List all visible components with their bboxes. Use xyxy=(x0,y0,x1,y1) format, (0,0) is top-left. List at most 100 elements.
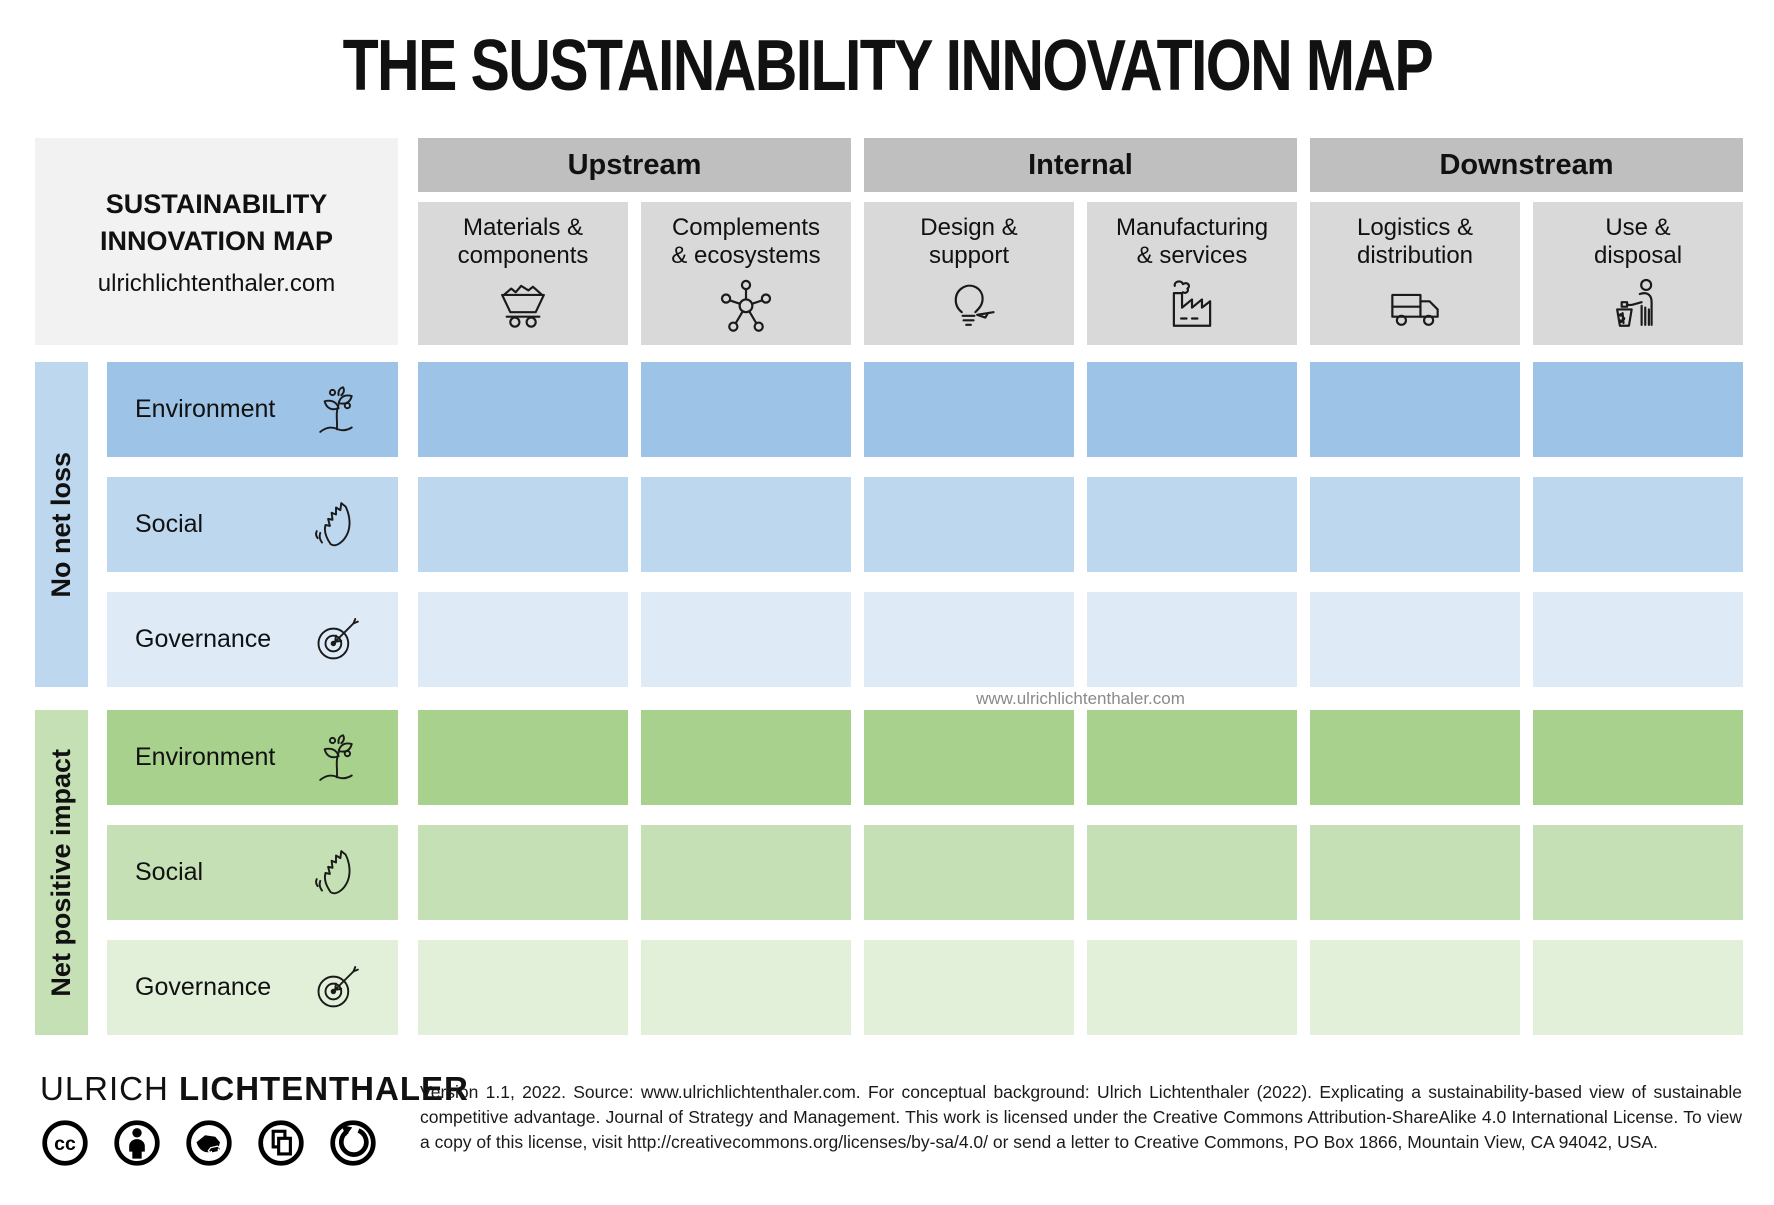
row-label-text: Environment xyxy=(135,743,276,771)
row-group-net-positive-impact: Net positive impact xyxy=(35,710,88,1035)
matrix-cell xyxy=(1310,477,1520,572)
author-brand-block: ULRICH LICHTENTHALER xyxy=(40,1070,469,1168)
row-label-text: Social xyxy=(135,858,204,886)
matrix-cell xyxy=(1310,940,1520,1035)
column-header-label: Use & disposal xyxy=(1593,214,1683,269)
group-header-label: Internal xyxy=(1028,148,1133,181)
matrix-cell xyxy=(1087,592,1297,687)
column-header-design-support: Design & support xyxy=(864,202,1074,345)
matrix-cell xyxy=(641,940,851,1035)
matrix-cell xyxy=(1310,592,1520,687)
sprout-icon xyxy=(308,382,364,438)
row-label-text: Governance xyxy=(135,973,272,1001)
row-label-text: Social xyxy=(135,510,204,538)
matrix-cell xyxy=(1533,825,1743,920)
matrix-cell xyxy=(864,825,1074,920)
matrix-cell xyxy=(864,362,1074,457)
column-header-label: Materials & components xyxy=(457,214,589,269)
row-group-no-net-loss: No net loss xyxy=(35,362,88,687)
cc-icon xyxy=(40,1118,90,1168)
matrix-cell xyxy=(641,362,851,457)
group-header-label: Upstream xyxy=(567,148,702,181)
press-icon xyxy=(184,1118,234,1168)
matrix-cell xyxy=(418,940,628,1035)
row-label-text: Governance xyxy=(135,625,272,653)
attribution-person-icon xyxy=(112,1118,162,1168)
page-title: THE SUSTAINABILITY INNOVATION MAP xyxy=(342,26,1433,106)
row-group-label: Net positive impact xyxy=(46,748,76,997)
target-arrow-icon xyxy=(308,960,364,1016)
matrix-cell xyxy=(418,825,628,920)
column-header-complements-ecosystems: Complements & ecosystems xyxy=(641,202,851,345)
matrix-cell xyxy=(641,592,851,687)
matrix-cell xyxy=(418,362,628,457)
column-header-label: Complements & ecosystems xyxy=(671,214,821,269)
factory-icon xyxy=(1163,275,1221,333)
mining-cart-icon xyxy=(494,275,552,333)
matrix-cell xyxy=(864,477,1074,572)
bulb-pencil-icon xyxy=(940,275,998,333)
row-group-label: No net loss xyxy=(46,451,76,598)
legend-line1: SUSTAINABILITY xyxy=(105,188,328,219)
column-header-logistics-distribution: Logistics & distribution xyxy=(1310,202,1520,345)
share-alike-icon xyxy=(328,1118,378,1168)
matrix-cell xyxy=(1533,710,1743,805)
matrix-cell xyxy=(1087,477,1297,572)
watermark-text: www.ulrichlichtenthaler.com xyxy=(976,688,1185,708)
group-header-upstream: Upstream xyxy=(418,138,851,192)
row-label-governance-no-net-loss: Governance xyxy=(107,592,398,687)
column-header-materials-components: Materials & components xyxy=(418,202,628,345)
matrix-cell xyxy=(1087,362,1297,457)
column-header-manufacturing-services: Manufacturing & services xyxy=(1087,202,1297,345)
matrix-cell xyxy=(1087,710,1297,805)
author-last-name: LICHTENTHALER xyxy=(179,1070,469,1107)
matrix-cell xyxy=(1087,825,1297,920)
matrix-cell xyxy=(418,710,628,805)
truck-icon xyxy=(1386,275,1444,333)
matrix-cell xyxy=(1087,940,1297,1035)
matrix-cell xyxy=(864,710,1074,805)
matrix-cell xyxy=(418,477,628,572)
row-label-social-net-positive: Social xyxy=(107,825,398,920)
column-header-label: Manufacturing & services xyxy=(1115,214,1269,269)
matrix-cell xyxy=(1533,940,1743,1035)
legend-line2: INNOVATION MAP xyxy=(100,225,333,256)
column-header-label: Logistics & distribution xyxy=(1356,214,1474,269)
person-trash-icon xyxy=(1609,275,1667,333)
row-label-environment-no-net-loss: Environment xyxy=(107,362,398,457)
row-label-social-no-net-loss: Social xyxy=(107,477,398,572)
network-icon xyxy=(717,275,775,333)
matrix-cell xyxy=(641,477,851,572)
author-first-name: ULRICH xyxy=(40,1070,169,1107)
row-label-governance-net-positive: Governance xyxy=(107,940,398,1035)
matrix-cell xyxy=(1533,592,1743,687)
matrix-cell xyxy=(1310,710,1520,805)
group-header-internal: Internal xyxy=(864,138,1297,192)
license-icons-row xyxy=(40,1118,469,1168)
license-text: Version 1.1, 2022. Source: www.ulrichlic… xyxy=(420,1082,1742,1152)
waving-hand-icon xyxy=(308,845,364,901)
matrix-cell xyxy=(1310,362,1520,457)
matrix-grid: SUSTAINABILITY INNOVATION MAP ulrichlich… xyxy=(35,138,1743,1035)
copy-icon xyxy=(256,1118,306,1168)
row-label-text: Environment xyxy=(135,395,276,423)
map-legend-box: SUSTAINABILITY INNOVATION MAP ulrichlich… xyxy=(35,138,398,345)
author-name: ULRICH LICHTENTHALER xyxy=(40,1070,469,1108)
group-header-downstream: Downstream xyxy=(1310,138,1743,192)
legend-url: ulrichlichtenthaler.com xyxy=(97,269,336,297)
row-label-environment-net-positive: Environment xyxy=(107,710,398,805)
target-arrow-icon xyxy=(308,612,364,668)
group-header-label: Downstream xyxy=(1439,148,1614,181)
matrix-cell xyxy=(1533,477,1743,572)
matrix-cell xyxy=(1533,362,1743,457)
matrix-cell xyxy=(418,592,628,687)
matrix-cell xyxy=(864,940,1074,1035)
matrix-cell xyxy=(864,592,1074,687)
matrix-cell xyxy=(641,710,851,805)
waving-hand-icon xyxy=(308,497,364,553)
matrix-cell xyxy=(641,825,851,920)
column-header-label: Design & support xyxy=(920,214,1018,269)
sprout-icon xyxy=(308,730,364,786)
matrix-cell xyxy=(1310,825,1520,920)
